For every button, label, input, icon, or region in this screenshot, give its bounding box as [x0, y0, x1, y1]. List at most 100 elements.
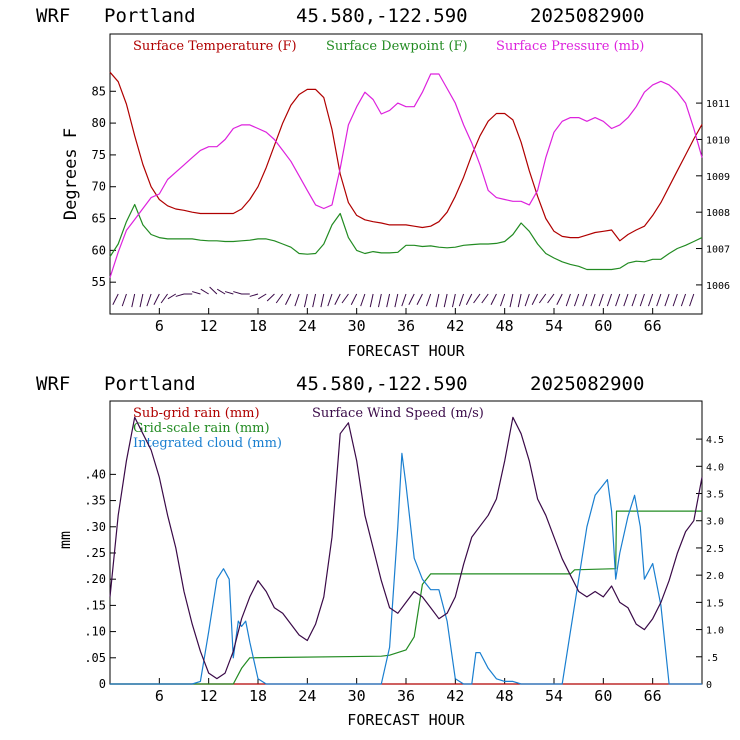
- wind-barb: [360, 293, 366, 307]
- y-tick-label: 75: [92, 148, 106, 162]
- bottom-y-ticks: 0 .05 .10 .15 .20 .25 .30 .35 .40: [84, 467, 116, 691]
- series-line-surface-wind-speed-m-s: [109, 416, 703, 680]
- top-header-coords: 45.580,-122.590: [296, 5, 468, 27]
- x-tick-label: 48: [496, 317, 514, 335]
- x-tick-label: 42: [446, 317, 464, 335]
- wind-barb: [573, 293, 580, 307]
- x-tick-label: 18: [249, 317, 267, 335]
- wind-barb: [175, 293, 185, 297]
- top-panel: WRF Portland 45.580,-122.590 2025082900 …: [36, 5, 730, 360]
- wind-barb: [341, 293, 349, 304]
- wind-barb: [192, 291, 201, 295]
- wind-barb: [425, 293, 432, 307]
- wind-barb: [458, 293, 465, 307]
- wind-barb: [490, 293, 497, 305]
- x-tick-label: 66: [644, 687, 662, 705]
- y2-tick-label: 1009: [706, 172, 730, 183]
- wind-barb: [615, 293, 621, 307]
- wind-barb: [623, 293, 629, 307]
- wind-barb: [672, 293, 678, 307]
- y-tick-label: .25: [84, 546, 106, 560]
- y-tick-label: 60: [92, 243, 106, 257]
- wind-barb: [285, 293, 292, 305]
- y-tick-label: .30: [84, 520, 106, 534]
- bottom-header-location: Portland: [104, 373, 196, 395]
- x-tick-label: 36: [397, 317, 415, 335]
- bottom-panel: WRF Portland 45.580,-122.590 2025082900 …: [36, 373, 724, 729]
- wind-barb: [481, 293, 489, 304]
- x-tick-label: 60: [594, 687, 612, 705]
- x-tick-label: 30: [348, 317, 366, 335]
- top-legend-temperature: Surface Temperature (F): [133, 39, 297, 54]
- top-y2-ticks: 1006 1007 1008 1009 1010 1011: [696, 99, 730, 292]
- wind-barb: [327, 293, 333, 307]
- wind-barb: [303, 293, 308, 308]
- wind-barb: [408, 293, 415, 305]
- wind-barb: [680, 293, 687, 307]
- wind-barb: [647, 293, 654, 307]
- wind-barb: [443, 293, 448, 308]
- top-x-axis-label: FORECAST HOUR: [347, 342, 465, 360]
- bottom-legend-wind: Surface Wind Speed (m/s): [312, 406, 484, 421]
- wind-barb: [590, 293, 596, 307]
- top-y-axis-label: Degrees F: [61, 128, 81, 220]
- y-tick-label: .15: [84, 598, 106, 612]
- wind-barb: [664, 293, 670, 307]
- wind-barb: [167, 293, 177, 300]
- bottom-legend-gridscale: Grid-scale rain (mm): [133, 421, 270, 436]
- x-tick-label: 12: [200, 317, 218, 335]
- y2-tick-label: 1.0: [706, 626, 724, 637]
- bottom-x-ticks: 6 12 18 24 30 36 42 48 54 60 66: [155, 678, 662, 705]
- x-tick-label: 48: [496, 687, 514, 705]
- wind-barb: [639, 293, 645, 307]
- y2-tick-label: 3.0: [706, 517, 724, 528]
- wind-barb: [656, 293, 662, 307]
- x-tick-label: 24: [298, 317, 316, 335]
- wind-barb: [631, 293, 637, 307]
- x-tick-label: 12: [200, 687, 218, 705]
- y2-tick-label: 3.5: [706, 490, 724, 501]
- wind-barb: [224, 291, 234, 295]
- y-tick-label: 55: [92, 275, 106, 289]
- y-tick-label: .20: [84, 572, 106, 586]
- y-tick-label: .10: [84, 625, 106, 639]
- wind-barb: [416, 293, 423, 305]
- top-legend-dewpoint: Surface Dewpoint (F): [326, 39, 468, 54]
- bottom-x-axis-label: FORECAST HOUR: [347, 711, 465, 729]
- wind-barb: [451, 293, 456, 308]
- wind-barb: [386, 293, 391, 308]
- wind-barb: [524, 293, 530, 307]
- wind-barb: [435, 293, 440, 308]
- wind-barb: [556, 293, 563, 305]
- wind-barb: [131, 293, 136, 308]
- y-tick-label: 0: [99, 677, 106, 691]
- y2-tick-label: 4.0: [706, 462, 724, 473]
- wind-barb: [473, 293, 481, 304]
- bottom-header-run: 2025082900: [530, 373, 644, 395]
- y2-tick-label: 2.0: [706, 571, 724, 582]
- y2-tick-label: 2.5: [706, 544, 724, 555]
- wind-barb: [547, 293, 555, 304]
- wind-barb: [209, 286, 218, 295]
- series-line-surface-dewpoint-f: [109, 203, 703, 271]
- wind-barb: [369, 293, 374, 308]
- bottom-legend-subgrid: Sub-grid rain (mm): [133, 406, 260, 421]
- y-tick-label: .35: [84, 494, 106, 508]
- x-tick-label: 54: [545, 687, 563, 705]
- bottom-y2-ticks: 0 .5 1.0 1.5 2.0 2.5 3.0 3.5 4.0 4.5: [696, 435, 724, 691]
- wind-barb: [531, 293, 539, 305]
- wind-barb: [249, 293, 259, 297]
- x-tick-label: 18: [249, 687, 267, 705]
- wind-barb: [582, 293, 588, 307]
- wind-barb: [153, 293, 160, 305]
- y2-tick-label: 1007: [706, 245, 730, 256]
- wind-barb: [216, 288, 226, 295]
- top-header-model: WRF: [36, 5, 70, 27]
- wind-barb: [606, 293, 613, 307]
- top-header-location: Portland: [104, 5, 196, 27]
- wind-barb: [350, 293, 358, 305]
- series-line-surface-temperature-f: [109, 71, 703, 242]
- y2-tick-label: 1006: [706, 281, 730, 292]
- bottom-legend-cloud: Integrated cloud (mm): [133, 436, 282, 451]
